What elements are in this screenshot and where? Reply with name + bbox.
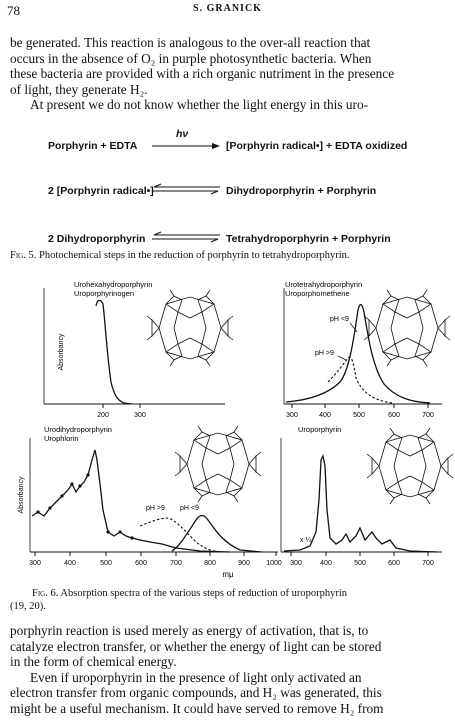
spectrum-curve-ph-low	[171, 514, 263, 553]
x-tick-label: 300	[134, 412, 146, 419]
uroporphyrin-structure	[366, 427, 454, 505]
y-axis-label: Absorbancy	[18, 476, 25, 513]
paragraph-bottom: porphyrin reaction is used merely as ene…	[10, 623, 447, 716]
hv-label: hν	[176, 128, 189, 140]
x-tick-label: 500	[353, 412, 365, 419]
x-tick-label: 300	[29, 560, 41, 567]
panel-title: Urodihydroporphyrin	[44, 425, 112, 434]
fig5-caption: Fig. 5. Photochemical steps in the reduc…	[10, 249, 450, 262]
text-line: porphyrin reaction is used merely as ene…	[10, 623, 369, 638]
panel-subtitle: Uroporphyrinogen	[74, 289, 134, 298]
panel-uroporphomethene: Urotetrahydroporphyrin Uroporphomethene …	[283, 280, 451, 419]
x-tick-label: 600	[135, 560, 147, 567]
spectrum-curve	[95, 299, 133, 405]
ph-annotation: pH >9	[146, 505, 165, 512]
fig6-caption-line1: Absorption spectra of the various steps …	[60, 588, 348, 599]
fig5-caption-text: Photochemical steps in the reduction of …	[38, 250, 350, 261]
ph-annotation: pH <9	[330, 316, 349, 323]
x-tick-label: 600	[388, 560, 400, 567]
x-tick-label: 700	[422, 560, 434, 567]
reaction-1-left: Porphyrin + EDTA	[48, 140, 138, 152]
spectrum-curve-ph-low	[285, 303, 431, 404]
x-tick-label: 400	[320, 560, 332, 567]
reaction-3-left: 2 Dihydroporphyrin	[48, 233, 146, 245]
panel-subtitle: Uroporphomethene	[285, 289, 350, 298]
reaction-2-left: 2 [Porphyrin radical•]	[48, 185, 154, 197]
porphyrinogen-structure	[146, 289, 234, 367]
x-tick-label: 200	[97, 412, 109, 419]
x-tick-label: 800	[204, 560, 216, 567]
text-line: in the form of chemical energy.	[10, 654, 177, 669]
x-tick-label: 400	[64, 560, 76, 567]
fig6-spectra-figure: Urohexahydroporphyrin Uroporphyrinogen A…	[18, 280, 454, 579]
fig6-caption: Fig. 6. Absorption spectra of the variou…	[10, 587, 450, 613]
y-axis-label: Absorbancy	[58, 333, 65, 370]
panel-title: Uroporphyrin	[298, 425, 341, 434]
x-tick-label: 700	[170, 560, 182, 567]
text-line: electron transfer from organic compounds…	[10, 685, 382, 700]
panel-uroporphyrinogen: Urohexahydroporphyrin Uroporphyrinogen A…	[43, 280, 234, 419]
x-tick-label: 900	[238, 560, 250, 567]
x-tick-label: 300	[286, 412, 298, 419]
text-line: of light, they generate H₂.	[10, 81, 148, 97]
scale-annotation: x ¼	[300, 537, 311, 544]
porphomethene-structure	[363, 289, 451, 367]
x-tick-label: 500	[100, 560, 112, 567]
text-line: catalyze electron transfer, or whether t…	[10, 638, 382, 654]
panel-urophlorin: Urodihydroporphyrin Urophlorin Absorbanc…	[18, 425, 282, 567]
reaction-1-right: [Porphyrin radical•] + EDTA oxidized	[226, 140, 408, 152]
data-points	[36, 473, 134, 540]
forward-arrow	[152, 143, 220, 149]
x-tick-label: 700	[422, 412, 434, 419]
panel-title: Urohexahydroporphyrin	[74, 280, 152, 289]
panel-subtitle: Urophlorin	[44, 434, 79, 443]
panel-uroporphyrin: Uroporphyrin 300 400 500 600 700 x ¼	[280, 425, 454, 567]
reaction-3-right: Tetrahydroporphyrin + Porphyrin	[226, 233, 391, 245]
x-tick-label: 300	[290, 560, 302, 567]
spectrum-curve-ph-low-blue-region	[31, 449, 231, 553]
spectrum-curve	[283, 454, 439, 553]
text-line: might be a useful mechanism. It could ha…	[10, 700, 384, 716]
paragraph-top-1: be generated. This reaction is analogous…	[10, 35, 447, 113]
x-tick-label: 500	[354, 560, 366, 567]
dihydroporphyrin-structure	[174, 425, 262, 503]
text-line: occurs in the absence of O₂ in purple ph…	[10, 50, 372, 66]
text-line: At present we do not know whether the li…	[30, 97, 369, 112]
x-axis-unit-label: mμ	[222, 570, 234, 579]
x-tick-label: 600	[388, 412, 400, 419]
page-number: 78	[7, 3, 20, 18]
ph-annotation: pH >9	[315, 350, 334, 357]
text-line: be generated. This reaction is analogous…	[10, 35, 371, 50]
panel-title: Urotetrahydroporphyrin	[285, 280, 362, 289]
equilibrium-arrow	[152, 231, 220, 243]
equilibrium-arrow	[152, 183, 220, 195]
fig6-label: Fig. 6.	[32, 588, 59, 599]
spectrum-curve-ph-high	[327, 356, 393, 404]
ph-annotation: pH <9	[180, 505, 199, 512]
text-line: these bacteria are provided with a rich …	[10, 66, 395, 81]
x-tick-label: 400	[319, 412, 331, 419]
fig5-label: Fig. 5.	[10, 250, 37, 261]
reaction-2-right: Dihydroporphyrin + Porphyrin	[226, 185, 377, 197]
x-tick-label: 1000	[266, 560, 282, 567]
running-head-author: S. GRANICK	[193, 3, 262, 14]
fig6-caption-line2: (19, 20).	[10, 601, 46, 612]
spectrum-curve-ph-high	[139, 517, 221, 553]
text-line: Even if uroporphyrin in the presence of …	[30, 669, 362, 685]
